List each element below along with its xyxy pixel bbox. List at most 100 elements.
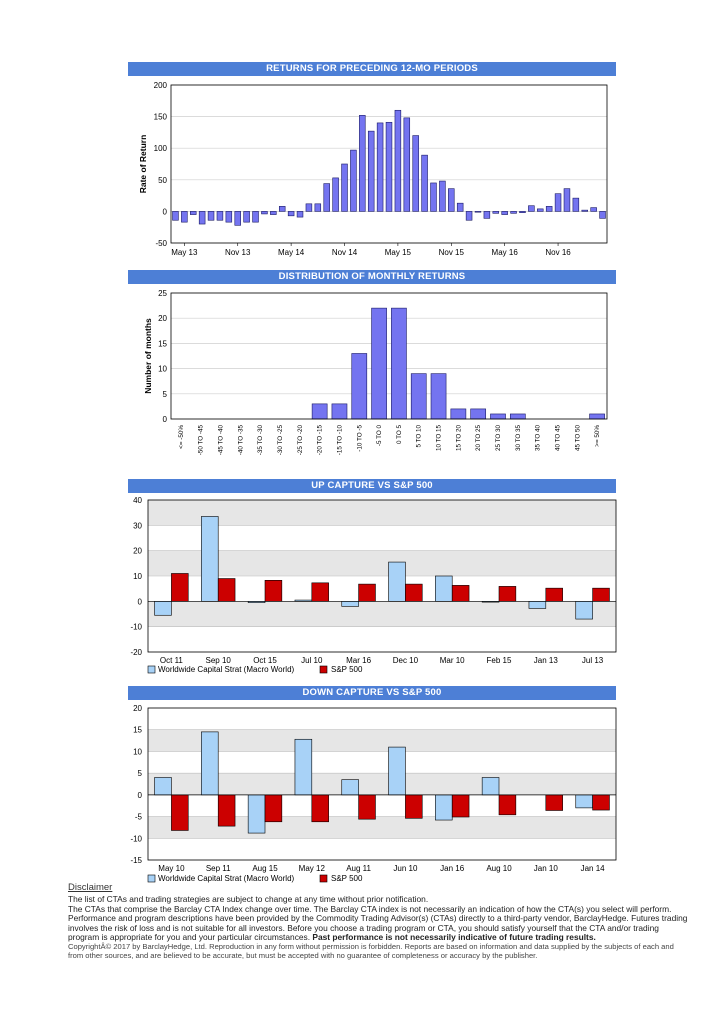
bar-worldwide — [154, 777, 172, 796]
bar-sp500 — [498, 794, 517, 816]
y-tick-label: -50 — [155, 239, 167, 248]
bar-worldwide — [388, 746, 406, 796]
bar-worldwide — [481, 777, 500, 796]
bar — [474, 211, 482, 213]
bar-worldwide — [575, 601, 593, 620]
bar — [492, 211, 500, 214]
bar — [359, 115, 366, 212]
bar — [323, 183, 330, 212]
bar-sp500 — [545, 794, 563, 811]
bar — [421, 154, 428, 212]
legend-label-sp500: S&P 500 — [331, 665, 363, 674]
bar — [554, 193, 562, 212]
x-tick-label: Jan 13 — [534, 656, 559, 665]
bar-sp500 — [311, 582, 329, 602]
bar — [341, 163, 348, 212]
bar — [599, 211, 606, 219]
bar — [501, 211, 508, 215]
bar — [332, 177, 339, 212]
bar-sp500 — [264, 794, 283, 823]
bar — [225, 211, 233, 223]
x-tick-label: Oct 15 — [253, 656, 277, 665]
bar-worldwide — [294, 738, 313, 796]
x-tick-label: Aug 11 — [346, 864, 371, 873]
band — [148, 550, 616, 576]
bar — [391, 307, 407, 420]
x-tick-label: Nov 13 — [225, 248, 251, 257]
x-tick-label: -35 TO -30 — [257, 425, 264, 456]
bar-sp500 — [217, 578, 236, 602]
x-tick-label: Nov 14 — [332, 248, 358, 257]
x-tick-label: May 14 — [278, 248, 305, 257]
bar-sp500 — [311, 794, 329, 823]
disclaimer-p3-bold: Past performance is not necessarily indi… — [312, 932, 596, 943]
x-tick-label: May 15 — [385, 248, 412, 257]
y-tick-label: 0 — [138, 597, 143, 606]
bar — [331, 403, 348, 420]
bar — [234, 211, 241, 226]
bar — [510, 211, 517, 214]
x-tick-label: -50 TO -45 — [198, 425, 205, 456]
y-tick-label: 0 — [163, 415, 168, 424]
bar — [207, 211, 215, 221]
bar — [439, 180, 446, 212]
bar-sp500 — [498, 586, 517, 602]
bar-worldwide — [388, 561, 406, 602]
bar — [490, 413, 506, 420]
bar — [563, 188, 571, 212]
y-tick-label: 10 — [133, 572, 142, 581]
bar — [376, 122, 384, 212]
bar — [351, 353, 368, 420]
band — [148, 729, 616, 752]
plot-frame — [170, 84, 608, 244]
x-tick-label: -40 TO -35 — [237, 425, 244, 456]
x-tick-label: Jan 16 — [440, 864, 465, 873]
plot-frame — [147, 707, 617, 861]
bar — [581, 209, 588, 212]
bar — [412, 135, 419, 212]
x-tick-label: Oct 11 — [160, 656, 184, 665]
distribution-chart-header: DISTRIBUTION OF MONTHLY RETURNS — [128, 270, 616, 284]
bar — [430, 373, 447, 420]
disclaimer-text: The list of CTAs and trading strategies … — [68, 894, 688, 960]
bar-sp500 — [358, 794, 376, 820]
disclaimer-p3-text: Performance and program descriptions hav… — [68, 913, 688, 943]
y-tick-label: 15 — [133, 726, 142, 735]
x-tick-label: >= 50% — [594, 425, 601, 447]
y-tick-label: -10 — [130, 834, 142, 843]
x-tick-label: -15 TO -10 — [336, 425, 343, 456]
x-tick-label: Jan 14 — [581, 864, 606, 873]
y-tick-label: 5 — [163, 390, 168, 399]
band — [148, 500, 616, 526]
bar — [528, 205, 535, 212]
disclaimer-p3: Performance and program descriptions hav… — [68, 913, 688, 943]
x-tick-label: May 13 — [171, 248, 198, 257]
bar-worldwide — [201, 516, 219, 602]
bar — [287, 211, 295, 217]
bar — [270, 211, 277, 215]
x-tick-label: 15 TO 20 — [455, 425, 462, 452]
bar — [305, 203, 313, 212]
x-tick-label: <= -50% — [178, 425, 185, 449]
bar — [367, 130, 375, 212]
bar — [456, 202, 464, 212]
bar-sp500 — [217, 794, 236, 827]
bar — [589, 413, 605, 420]
y-tick-label: 0 — [163, 207, 168, 216]
x-tick-label: 20 TO 25 — [475, 425, 482, 452]
bar — [278, 206, 286, 212]
bar — [216, 211, 224, 221]
y-tick-label: 20 — [133, 547, 142, 556]
x-tick-label: 30 TO 35 — [515, 425, 522, 452]
bar — [470, 408, 487, 420]
bar — [181, 211, 188, 223]
x-tick-label: 0 TO 5 — [396, 425, 403, 445]
x-tick-label: 10 TO 15 — [436, 425, 443, 452]
x-tick-label: -25 TO -20 — [297, 425, 304, 456]
bar-worldwide — [154, 601, 172, 616]
bar — [172, 211, 179, 221]
disclaimer-title: Disclaimer — [68, 882, 113, 893]
bar — [314, 203, 322, 212]
bar — [430, 182, 437, 212]
